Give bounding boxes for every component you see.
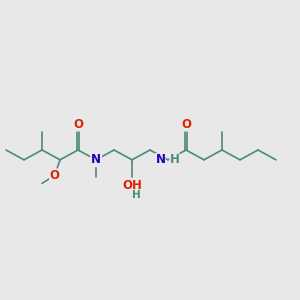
Text: H: H <box>169 153 179 166</box>
Text: N: N <box>155 153 165 166</box>
Text: OH: OH <box>122 179 142 192</box>
Text: N: N <box>91 153 101 166</box>
Text: O: O <box>181 118 191 131</box>
Text: H: H <box>132 190 140 200</box>
Text: O: O <box>73 118 83 131</box>
Text: O: O <box>50 169 60 182</box>
